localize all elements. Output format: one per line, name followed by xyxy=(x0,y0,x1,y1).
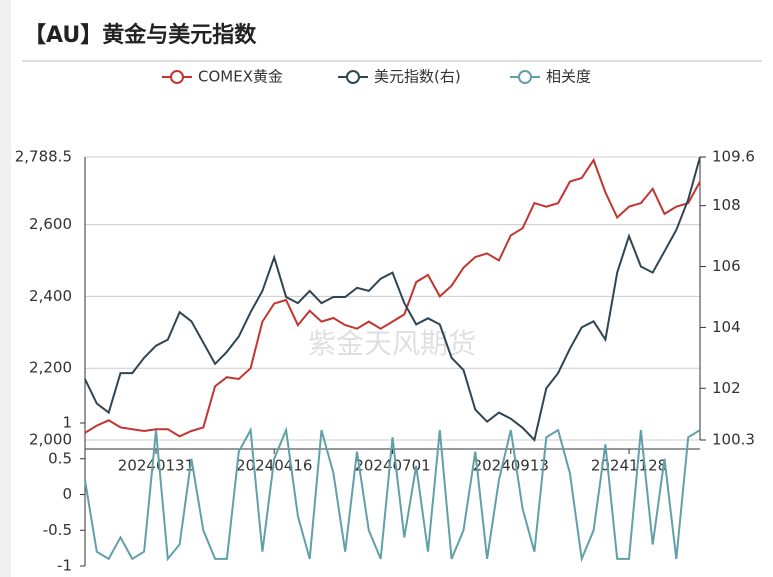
y2-tick-label: 102 xyxy=(712,379,741,397)
series-line xyxy=(84,157,701,438)
y-tick-label: 2,600 xyxy=(29,215,72,233)
y-tick-label: 2,788.5 xyxy=(15,148,72,166)
y-tick-label: 2,400 xyxy=(29,287,72,305)
legend-marker xyxy=(518,70,532,84)
y3-tick-label: -0.5 xyxy=(43,521,72,539)
legend-label: 相关度 xyxy=(546,68,591,86)
series-line xyxy=(84,426,701,563)
watermark: 紫金天风期货 xyxy=(308,327,476,360)
y3-tick-label: 0 xyxy=(62,485,72,503)
x-tick-label: 20240131 xyxy=(118,457,194,475)
y-tick-label: 2,000 xyxy=(29,431,72,449)
x-tick-label: 20241128 xyxy=(591,457,667,475)
y3-tick-label: 0.5 xyxy=(48,449,72,467)
y2-tick-label: 109.6 xyxy=(712,148,755,166)
legend-marker xyxy=(346,70,360,84)
x-tick-label: 20240913 xyxy=(473,457,549,475)
legend-label: COMEX黄金 xyxy=(198,68,283,86)
legend-marker xyxy=(170,70,184,84)
y3-tick-label: -1 xyxy=(57,557,72,575)
x-tick-label: 20240701 xyxy=(354,457,430,475)
y2-tick-label: 106 xyxy=(712,257,741,275)
y2-tick-label: 100.3 xyxy=(712,431,755,449)
side-strip xyxy=(0,0,11,577)
y3-tick-label: 1 xyxy=(62,414,72,432)
legend-label: 美元指数(右) xyxy=(374,68,461,86)
y2-tick-label: 104 xyxy=(712,318,741,336)
series-line xyxy=(84,156,701,443)
y-tick-label: 2,200 xyxy=(29,359,72,377)
chart-title: 【AU】黄金与美元指数 xyxy=(24,22,257,48)
y2-tick-label: 108 xyxy=(712,196,741,214)
